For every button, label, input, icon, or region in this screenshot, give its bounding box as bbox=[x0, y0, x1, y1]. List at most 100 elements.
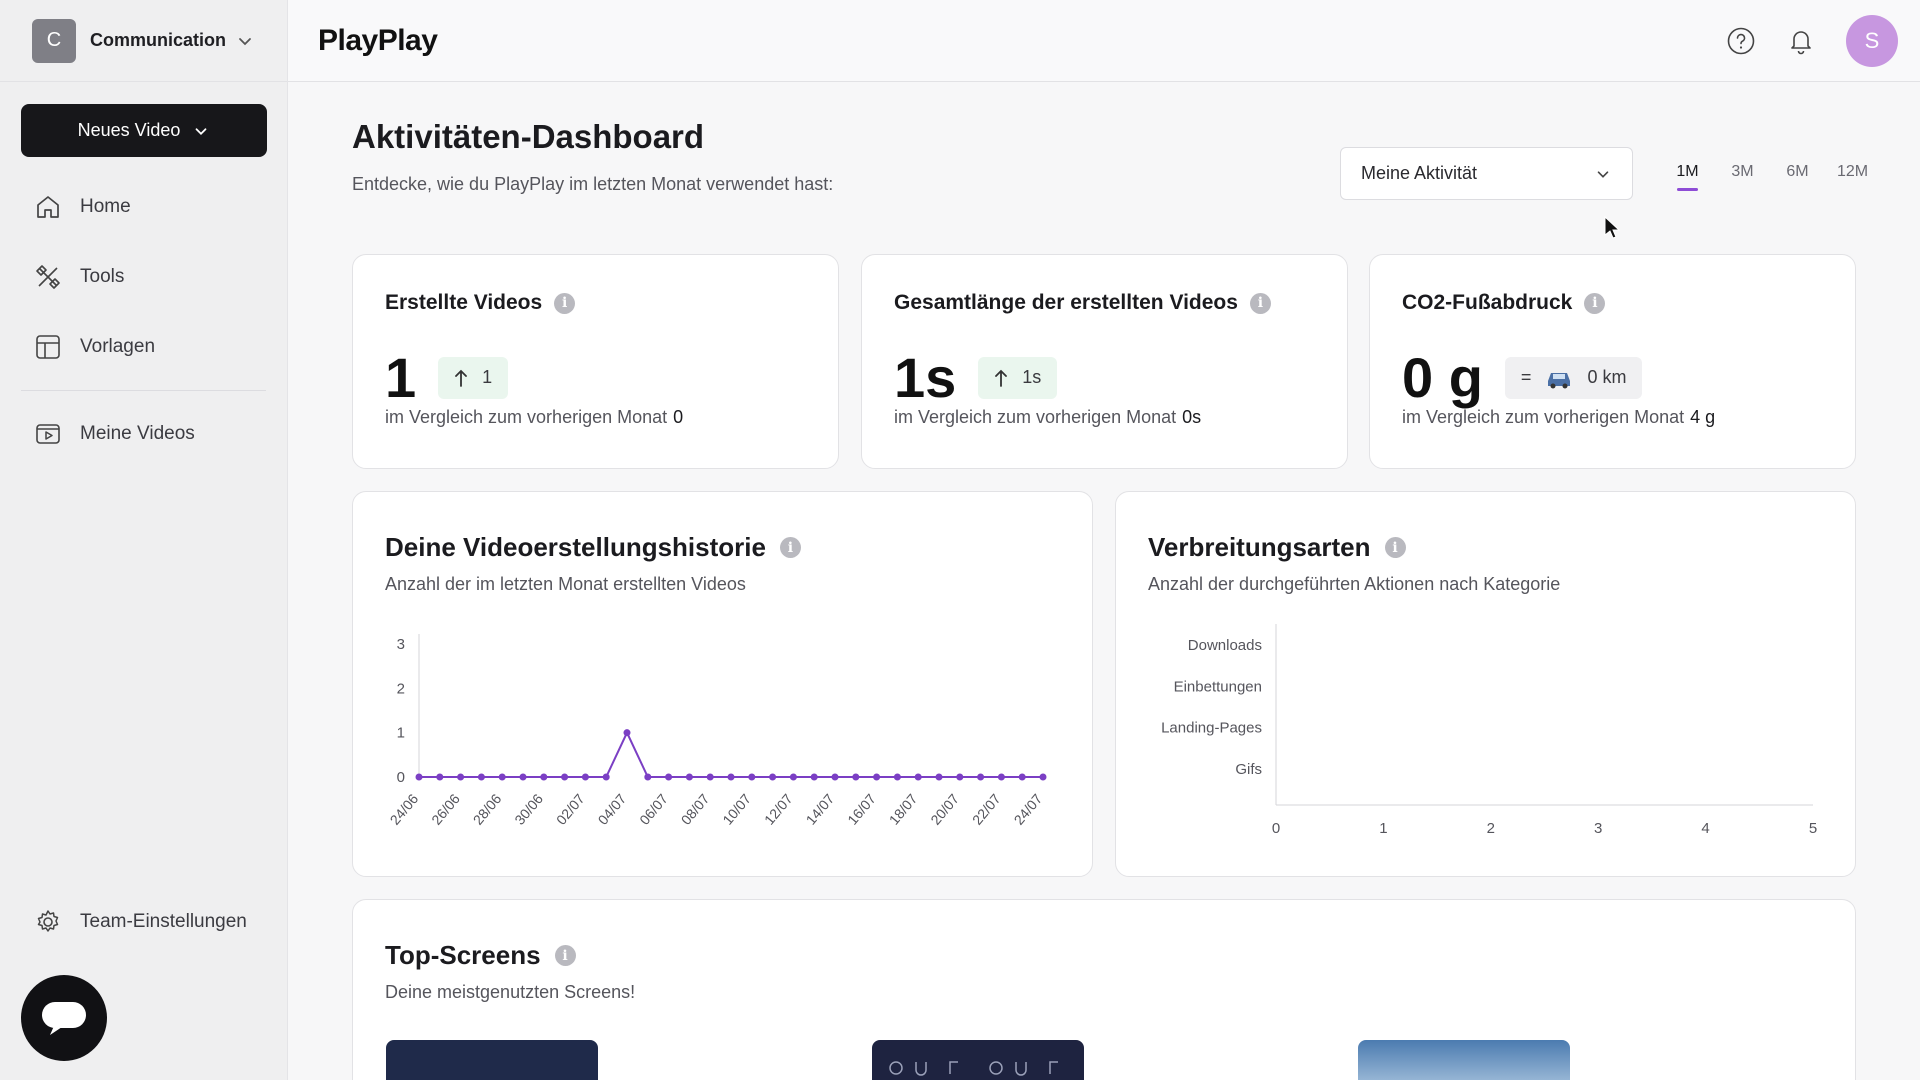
chart-subtitle: Anzahl der im letzten Monat erstellten V… bbox=[385, 574, 746, 594]
delta-badge: 1s bbox=[978, 356, 1058, 399]
data-point bbox=[997, 773, 1005, 781]
delta-value: 1s bbox=[1022, 367, 1042, 387]
data-point bbox=[477, 773, 485, 781]
data-point bbox=[914, 773, 922, 781]
templates-icon bbox=[36, 335, 60, 359]
user-avatar[interactable]: S bbox=[1846, 14, 1898, 67]
x-tick-label: 5 bbox=[1809, 820, 1817, 837]
equals-sign: = bbox=[1520, 367, 1532, 387]
y-tick-label: 3 bbox=[397, 636, 405, 653]
chat-support-button[interactable] bbox=[21, 975, 107, 1061]
data-point bbox=[789, 773, 797, 781]
screen-thumbnail[interactable] bbox=[872, 1040, 1084, 1080]
activity-select-value: Meine Aktivität bbox=[1361, 163, 1478, 183]
workspace-switcher[interactable]: C Communication bbox=[0, 0, 287, 82]
compare-value: 4 g bbox=[1690, 407, 1716, 427]
playplay-logo[interactable]: PlayPlay bbox=[318, 23, 438, 57]
data-point bbox=[769, 773, 777, 781]
data-point bbox=[727, 773, 735, 781]
x-tick-label: 18/07 bbox=[886, 790, 921, 827]
sidebar-item-tools[interactable]: Tools bbox=[0, 242, 287, 312]
screen-thumbnail[interactable] bbox=[1358, 1040, 1570, 1080]
team-settings-link[interactable]: Team-Einstellungen bbox=[34, 908, 247, 936]
category-label: Einbettungen bbox=[1174, 678, 1262, 695]
team-settings-label: Team-Einstellungen bbox=[80, 911, 247, 932]
data-point bbox=[685, 773, 693, 781]
info-icon[interactable]: i bbox=[779, 537, 801, 558]
data-point bbox=[561, 773, 569, 781]
y-tick-label: 2 bbox=[397, 680, 405, 697]
tab-6m[interactable]: 6M bbox=[1786, 163, 1809, 180]
info-icon[interactable]: i bbox=[554, 945, 576, 966]
tab-1m[interactable]: 1M bbox=[1660, 163, 1715, 191]
delta-badge: 1 bbox=[438, 356, 509, 399]
section-title: Top-Screens bbox=[385, 940, 541, 970]
stat-value: 1s bbox=[894, 346, 957, 409]
x-tick-label: 22/07 bbox=[969, 790, 1004, 827]
category-label: Landing-Pages bbox=[1161, 720, 1262, 737]
chart-title: Deine Videoerstellungshistorie bbox=[385, 532, 766, 562]
help-icon[interactable] bbox=[1726, 26, 1756, 56]
series-line bbox=[419, 730, 1043, 778]
section-subtitle: Deine meistgenutzten Screens! bbox=[385, 982, 636, 1002]
sidebar-item-templates[interactable]: Vorlagen bbox=[0, 312, 287, 382]
info-icon[interactable]: i bbox=[1249, 292, 1271, 314]
data-point bbox=[810, 773, 818, 781]
stat-value: 1 bbox=[385, 346, 417, 409]
sidebar-item-label: Vorlagen bbox=[80, 336, 156, 357]
info-icon[interactable]: i bbox=[554, 292, 576, 314]
x-tick-label: 04/07 bbox=[595, 790, 630, 827]
data-point bbox=[457, 773, 465, 781]
data-point bbox=[893, 773, 901, 781]
new-video-button[interactable]: Neues Video bbox=[21, 104, 267, 157]
tab-3m[interactable]: 3M bbox=[1731, 163, 1754, 180]
data-point bbox=[519, 773, 527, 781]
stat-comparison: im Vergleich zum vorherigen Monat 0 bbox=[385, 407, 684, 427]
history-chart-card: Deine Videoerstellungshistorie i Anzahl d… bbox=[352, 491, 1093, 877]
chevron-down-icon bbox=[239, 37, 251, 45]
gear-icon bbox=[37, 910, 59, 932]
sidebar-item-my-videos[interactable]: Meine Videos bbox=[0, 399, 287, 469]
chevron-down-icon bbox=[195, 127, 207, 135]
chart-title: Verbreitungsarten bbox=[1148, 532, 1371, 562]
bell-icon[interactable] bbox=[1786, 26, 1816, 56]
car-icon bbox=[1548, 372, 1571, 388]
chat-icon bbox=[42, 1002, 86, 1035]
delta-value: 1 bbox=[482, 367, 493, 387]
y-tick-label: 1 bbox=[397, 725, 405, 742]
data-point bbox=[831, 773, 839, 781]
data-point bbox=[873, 773, 881, 781]
distance-value: 0 km bbox=[1587, 367, 1627, 387]
workspace-avatar: C bbox=[32, 18, 76, 63]
sidebar: C Communication Neues Video Home Tools V… bbox=[0, 0, 288, 1080]
stat-title: CO2-Fußabdruck bbox=[1402, 291, 1573, 314]
distribution-chart-card: Verbreitungsarten i Anzahl der durchgefüh… bbox=[1115, 491, 1856, 877]
info-icon[interactable]: i bbox=[1384, 537, 1406, 558]
x-tick-label: 30/06 bbox=[511, 790, 546, 827]
video-icon bbox=[36, 424, 60, 444]
top-header: PlayPlay S bbox=[288, 0, 1920, 82]
data-point bbox=[415, 773, 423, 781]
sidebar-item-home[interactable]: Home bbox=[0, 172, 287, 242]
data-point bbox=[602, 773, 610, 781]
compare-value: 0s bbox=[1182, 407, 1202, 427]
info-icon[interactable]: i bbox=[1584, 292, 1606, 314]
x-tick-label: 14/07 bbox=[803, 790, 838, 827]
tab-12m[interactable]: 12M bbox=[1836, 163, 1869, 180]
sidebar-item-label: Tools bbox=[80, 266, 125, 287]
equivalence-badge: = 0 km bbox=[1504, 356, 1643, 399]
data-point bbox=[1039, 773, 1047, 781]
category-label: Downloads bbox=[1188, 637, 1262, 654]
activity-select[interactable]: Meine Aktivität bbox=[1340, 147, 1633, 200]
x-tick-label: 20/07 bbox=[927, 790, 962, 827]
x-tick-label: 1 bbox=[1379, 820, 1387, 837]
data-point bbox=[706, 773, 714, 781]
mouse-cursor-icon bbox=[1604, 216, 1620, 239]
x-tick-label: 10/07 bbox=[719, 790, 754, 827]
thumbnail-pattern bbox=[889, 1061, 1058, 1076]
distribution-bar-chart: Downloads Einbettungen Landing-Pages Gifs 0 1… bbox=[1161, 624, 1817, 837]
stat-card-created-videos: Erstellte Videos i 1 1 im Vergleich zum v… bbox=[352, 254, 839, 469]
screen-thumbnail[interactable] bbox=[386, 1040, 598, 1080]
x-tick-label: 06/07 bbox=[636, 790, 671, 827]
category-label: Gifs bbox=[1235, 761, 1262, 778]
